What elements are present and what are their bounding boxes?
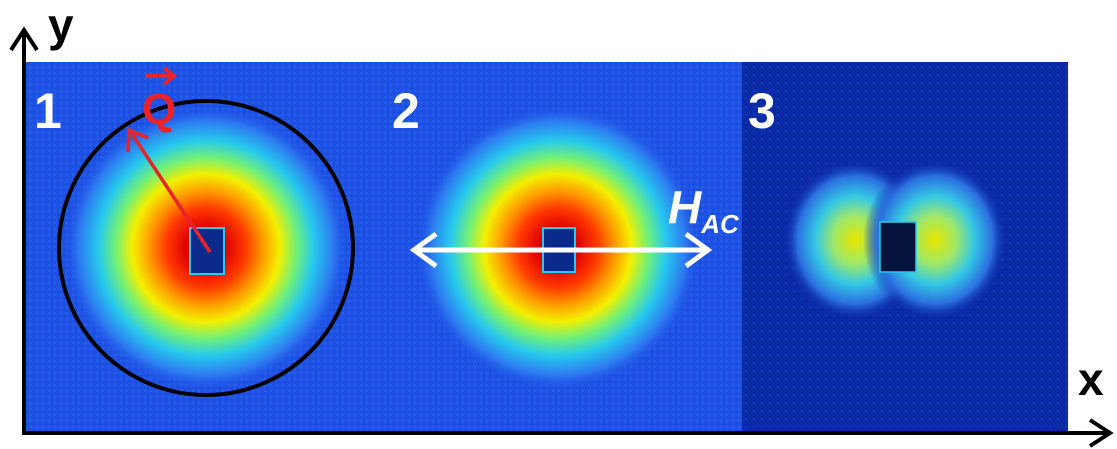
panel-3 xyxy=(742,62,1068,432)
panel-2-number: 2 xyxy=(392,83,420,139)
q-overarrow-head xyxy=(162,66,178,86)
panel-3-right-lobe xyxy=(863,160,1007,320)
panel-1-number: 1 xyxy=(34,83,62,139)
panel-3-number: 3 xyxy=(748,83,776,139)
q-vector-line xyxy=(130,133,212,253)
q-vector-arrowhead xyxy=(126,127,149,153)
q-vector-label: Q xyxy=(142,85,177,134)
axes xyxy=(9,26,1114,448)
panel-1-beamstop xyxy=(189,227,225,275)
hac-label: HAC xyxy=(668,184,739,237)
y-axis-label: y xyxy=(48,0,74,51)
y-axis-arrowhead xyxy=(9,26,39,52)
hac-arrowhead-left xyxy=(409,231,438,269)
hac-arrowhead-right xyxy=(684,231,713,269)
hac-label-main: H xyxy=(668,181,702,233)
hac-label-subscript: AC xyxy=(701,209,739,239)
panel-2 xyxy=(386,62,742,432)
panel-3-beamstop xyxy=(879,221,917,273)
panel-1 xyxy=(26,62,386,432)
panel-1-q-circle xyxy=(57,99,355,397)
x-axis-arrowhead xyxy=(1088,418,1114,448)
x-axis-label: x xyxy=(1078,353,1104,405)
